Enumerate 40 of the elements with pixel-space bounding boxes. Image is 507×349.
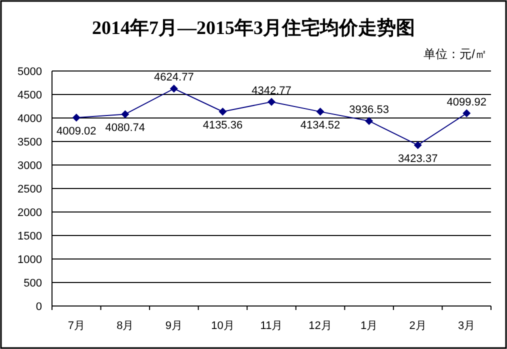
y-tick-label: 0 (36, 301, 42, 313)
y-tick-label: 3500 (18, 136, 42, 148)
x-tick-label: 3月 (458, 320, 476, 332)
data-label: 4099.92 (446, 96, 486, 108)
point (462, 109, 471, 118)
data-label: 3423.37 (398, 153, 438, 166)
data-label: 4080.74 (105, 122, 146, 134)
x-tick-label: 11月 (260, 320, 283, 332)
point (365, 116, 374, 125)
point (316, 108, 324, 116)
y-tick-label: 5000 (18, 66, 42, 78)
y-tick-label: 4000 (18, 113, 42, 125)
y-tick-label: 3000 (18, 160, 42, 172)
x-tick-label: 12月 (308, 320, 332, 332)
text: 单位：元/㎡ (424, 47, 487, 61)
x-tick-label: 1月 (360, 320, 378, 332)
x-tick-label: 7月 (68, 320, 85, 332)
chart-title: 2014年7月—2015年3月住宅均价走势图 (92, 17, 415, 39)
x-tick-label: 8月 (116, 320, 134, 332)
data-label: 4134.52 (300, 120, 340, 132)
point (414, 141, 422, 150)
y-tick-label: 2000 (18, 207, 42, 219)
y-tick-label: 1000 (18, 254, 42, 266)
x-tick-label: 2月 (409, 320, 426, 332)
x-tick-label: 10月 (211, 320, 234, 332)
point (121, 110, 130, 118)
y-tick-label: 500 (24, 278, 42, 290)
point (72, 114, 80, 122)
point (170, 84, 178, 93)
data-label: 4135.36 (202, 120, 243, 132)
y-tick-label: 2500 (18, 184, 42, 196)
data-label: 4009.02 (56, 126, 96, 138)
point (218, 108, 227, 116)
data-label: 3936.53 (349, 104, 389, 116)
data-label: 4624.77 (154, 72, 194, 84)
data-label: 4342.77 (252, 84, 292, 97)
x-tick-label: 9月 (165, 320, 183, 332)
y-tick-label: 1500 (18, 230, 42, 242)
y-tick-label: 4500 (18, 90, 42, 102)
point (268, 98, 276, 106)
